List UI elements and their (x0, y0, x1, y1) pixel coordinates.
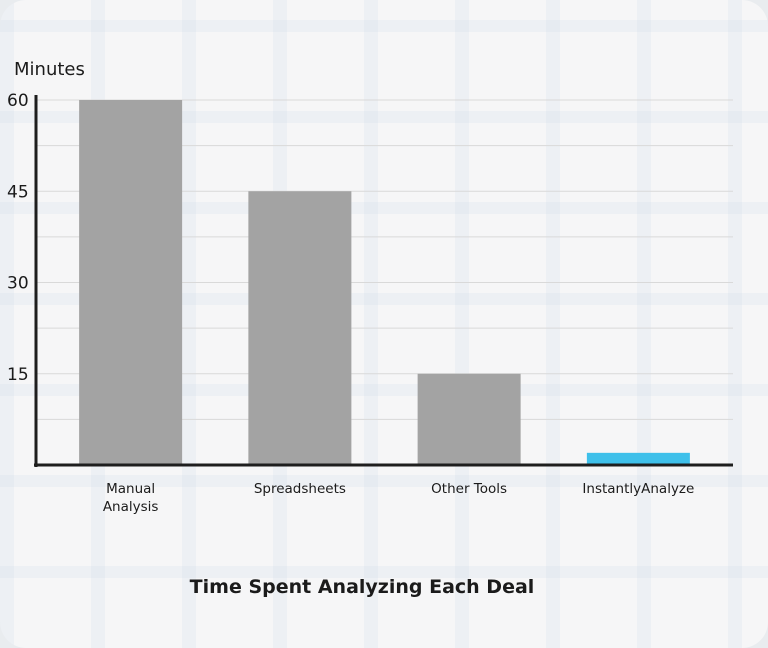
x-category-label: InstantlyAnalyze (582, 481, 694, 497)
x-category-label: Spreadsheets (254, 481, 346, 497)
x-category-label: Other Tools (431, 481, 507, 497)
bar (248, 191, 352, 465)
y-tick-label: 60 (7, 91, 29, 111)
y-tick-label: 15 (7, 365, 29, 385)
y-tick-labels: 15 30 45 60 (7, 91, 29, 385)
bars (79, 100, 690, 465)
y-tick-label: 30 (7, 274, 29, 294)
y-tick-label: 45 (7, 182, 29, 202)
x-category-labels: Manual Analysis Spreadsheets Other Tools Ins… (103, 481, 695, 515)
axes (34, 95, 733, 467)
bar (417, 373, 521, 465)
chart-title: Time Spent Analyzing Each Deal (190, 576, 535, 598)
y-axis-label: Minutes (14, 59, 85, 80)
bar (79, 100, 183, 465)
x-category-label: Manual Analysis (103, 481, 159, 515)
bar (586, 452, 690, 465)
